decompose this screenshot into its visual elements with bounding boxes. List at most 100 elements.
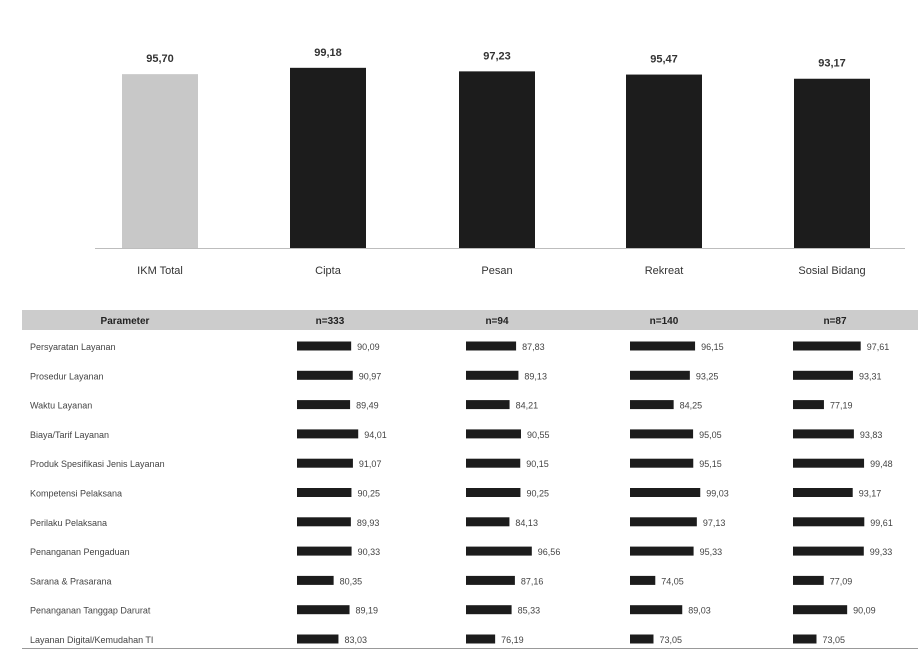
cell-bar [466,458,521,468]
parameter-label: Penanganan Tanggap Darurat [30,606,151,616]
column-header: n=333 [316,316,345,327]
cell-value: 93,25 [696,371,719,381]
bar [459,71,535,248]
cell-value: 90,09 [853,606,876,616]
category-label: IKM Total [137,265,183,277]
value-label: 99,18 [314,47,342,59]
cell-value: 90,09 [357,342,380,352]
column-header: n=140 [650,316,679,327]
cell-bar [630,429,694,439]
cell-bar [793,546,864,556]
cell-bar [466,429,521,439]
column-header: Parameter [101,316,150,327]
cell-bar [297,605,350,615]
bar [290,67,366,248]
parameter-label: Persyaratan Layanan [30,342,116,352]
parameter-label: Layanan Digital/Kemudahan TI [30,635,153,645]
cell-value: 97,13 [703,518,726,528]
cell-bar [466,341,517,351]
cell-bar [630,634,654,644]
cell-bar [793,400,824,410]
cell-value: 99,48 [870,459,893,469]
cell-bar [466,488,521,497]
cell-bar [793,429,854,439]
cell-bar [297,575,334,585]
table-header [22,310,918,330]
cell-value: 90,15 [526,459,549,469]
cell-bar [793,605,848,615]
cell-bar [297,634,339,644]
cell-value: 85,33 [518,606,541,616]
cell-bar [466,605,512,615]
parameter-label: Produk Spesifikasi Jenis Layanan [30,459,165,469]
cell-value: 95,33 [700,547,723,557]
cell-bar [630,517,697,527]
cell-bar [793,370,853,380]
cell-bar [630,458,694,468]
parameter-label: Prosedur Layanan [30,371,104,381]
bar [794,78,870,248]
category-label: Rekreat [645,265,684,277]
cell-value: 96,56 [538,547,561,557]
cell-value: 90,25 [357,489,380,499]
cell-bar [793,517,865,527]
cell-value: 76,19 [501,635,524,645]
cell-value: 89,13 [524,371,547,381]
value-label: 95,47 [650,54,678,66]
cell-value: 93,83 [860,430,883,440]
cell-value: 94,01 [364,430,387,440]
cell-value: 89,19 [356,606,379,616]
cell-value: 80,35 [340,576,363,586]
parameter-label: Penanganan Pengaduan [30,547,130,557]
cell-value: 91,07 [359,459,382,469]
cell-bar [630,546,694,556]
bar [626,74,702,248]
category-label: Pesan [481,265,512,277]
cell-value: 90,55 [527,430,550,440]
bar-chart: 95,70 IKM Total 99,18 Cipta 97,23 Pesan 95,47 R… [95,47,905,277]
cell-value: 97,61 [867,342,890,352]
cell-bar [793,575,824,585]
value-label: 93,17 [818,58,846,70]
cell-value: 84,13 [515,518,538,528]
cell-value: 89,49 [356,401,379,411]
cell-bar [630,488,701,497]
cell-bar [297,517,351,527]
cell-value: 95,05 [699,430,722,440]
cell-value: 90,33 [358,547,381,557]
cell-value: 90,25 [526,489,549,499]
cell-value: 77,19 [830,401,853,411]
cell-bar [297,546,352,556]
cell-value: 89,03 [688,606,711,616]
cell-value: 73,05 [822,635,845,645]
cell-value: 83,03 [344,635,367,645]
cell-bar [297,370,353,380]
cell-bar [630,575,656,585]
cell-bar [630,605,683,615]
cell-value: 84,21 [516,401,539,411]
cell-bar [297,400,351,410]
cell-value: 77,09 [830,576,853,586]
cell-value: 74,05 [661,576,684,586]
cell-bar [466,517,510,527]
cell-bar [466,575,515,585]
cell-value: 87,83 [522,342,545,352]
parameter-label: Biaya/Tarif Layanan [30,430,109,440]
cell-bar [630,370,690,380]
parameter-label: Kompetensi Pelaksana [30,489,122,499]
cell-value: 73,05 [659,635,682,645]
category-label: Sosial Bidang [798,265,865,277]
cell-value: 95,15 [699,459,722,469]
cell-value: 99,03 [706,489,729,499]
cell-value: 93,31 [859,371,882,381]
cell-value: 96,15 [701,342,724,352]
cell-bar [297,429,359,439]
cell-bar [630,341,696,351]
cell-bar [793,341,861,351]
cell-value: 90,97 [359,371,382,381]
cell-bar [466,400,510,410]
bar [122,74,198,249]
cell-bar [793,488,853,497]
